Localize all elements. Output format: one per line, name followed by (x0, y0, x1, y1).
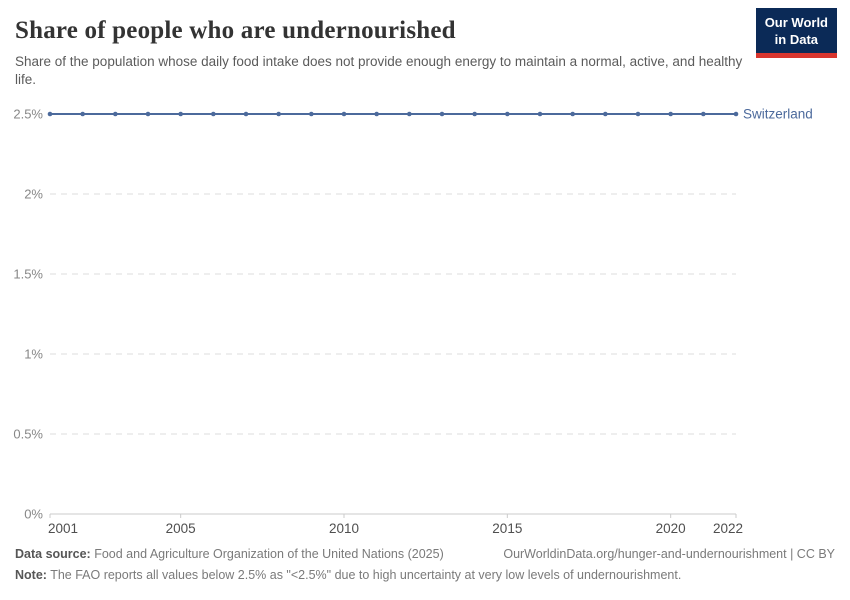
data-point[interactable] (276, 112, 281, 117)
data-point[interactable] (145, 112, 151, 117)
y-axis-tick-label: 2.5% (13, 107, 43, 122)
data-point[interactable] (80, 112, 85, 117)
data-point[interactable] (668, 112, 673, 117)
x-axis-tick-label: 2001 (48, 521, 78, 536)
x-axis-tick-label: 2020 (656, 521, 686, 536)
data-point[interactable] (407, 112, 412, 117)
data-point[interactable] (309, 112, 314, 117)
data-point[interactable] (537, 112, 543, 117)
owid-logo-line1: Our World (764, 15, 828, 30)
data-source-label: Data source: (15, 547, 91, 562)
chart-header: Share of people who are undernourished O… (0, 0, 850, 89)
y-axis-tick-label: 0% (24, 507, 43, 522)
source-row: Data source: Food and Agriculture Organi… (15, 547, 835, 561)
data-point[interactable] (178, 112, 183, 117)
data-point[interactable] (570, 112, 575, 117)
series-switzerland[interactable]: Switzerland (47, 107, 813, 122)
data-point[interactable] (603, 112, 608, 117)
data-source-text: Food and Agriculture Organization of the… (94, 547, 444, 562)
data-point[interactable] (374, 112, 379, 117)
x-axis-tick-label: 2010 (329, 521, 359, 536)
y-axis-tick-label: 0.5% (13, 427, 43, 442)
page-title: Share of people who are undernourished (15, 17, 456, 44)
x-axis-tick-label: 2005 (166, 521, 196, 536)
note-label: Note: (15, 568, 47, 583)
owid-url-link[interactable]: OurWorldinData.org/hunger-and-undernouri… (503, 547, 835, 562)
data-point[interactable] (211, 112, 216, 117)
data-point[interactable] (505, 112, 510, 117)
data-point[interactable] (113, 112, 118, 117)
owid-logo[interactable]: Our World in Data (755, 8, 837, 59)
data-point[interactable] (472, 112, 477, 117)
note-row: Note: The FAO reports all values below 2… (15, 568, 835, 582)
data-point[interactable] (439, 112, 445, 117)
y-axis-tick-label: 1% (24, 347, 43, 362)
note-text: The FAO reports all values below 2.5% as… (50, 568, 682, 583)
series-label[interactable]: Switzerland (743, 107, 813, 122)
owid-logo-line2: in Data (774, 31, 819, 47)
data-point[interactable] (701, 112, 706, 117)
y-axis-tick-label: 2% (24, 187, 43, 202)
data-point[interactable] (733, 112, 739, 117)
data-point[interactable] (341, 112, 347, 117)
data-source: Data source: Food and Agriculture Organi… (15, 547, 444, 561)
line-chart: 0% 0.5% 1% 1.5% 2% 2.5% 2001 2005 2010 2015 2020 20… (13, 107, 813, 537)
data-point[interactable] (243, 112, 249, 117)
x-axis-tick-label: 2022 (713, 521, 743, 536)
data-point[interactable] (47, 112, 53, 117)
chart-subtitle: Share of the population whose daily food… (15, 54, 743, 88)
x-axis-tick-label: 2015 (492, 521, 522, 536)
data-point[interactable] (635, 112, 641, 117)
y-axis-tick-label: 1.5% (13, 267, 43, 282)
chart-footer: Data source: Food and Agriculture Organi… (0, 537, 850, 582)
